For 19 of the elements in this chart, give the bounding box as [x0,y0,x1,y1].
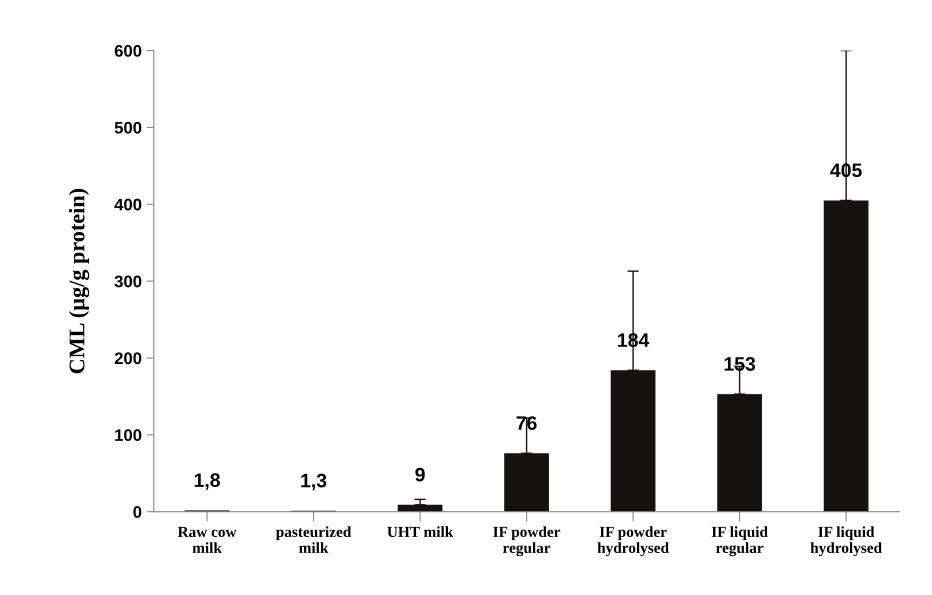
data-label: 153 [724,357,756,371]
x-tick-label: IF liquid regular [712,526,768,556]
x-tick-label: IF liquid hydrolysed [810,526,882,556]
x-tick-label: UHT milk [387,526,454,538]
y-tick-label: 0 [133,506,142,518]
x-tick-label: IF powder hydrolysed [598,526,669,556]
y-tick-label: 300 [114,276,142,288]
x-tick-label: Raw cow milk [178,526,236,553]
y-tick-label: 100 [115,429,142,442]
data-label: 1,8 [194,473,220,490]
y-tick-label: 200 [114,352,142,364]
y-tick-label: 600 [114,44,142,57]
y-tick-label: 400 [114,198,142,210]
data-label: 9 [415,468,425,482]
y-tick-label: 500 [114,122,142,134]
x-tick-label: pasteurized milk [276,526,352,553]
y-axis-title: CML (µg/g protein) [68,188,90,374]
data-label: 1,3 [301,474,326,490]
x-tick-label: IF powder regular [493,526,560,556]
